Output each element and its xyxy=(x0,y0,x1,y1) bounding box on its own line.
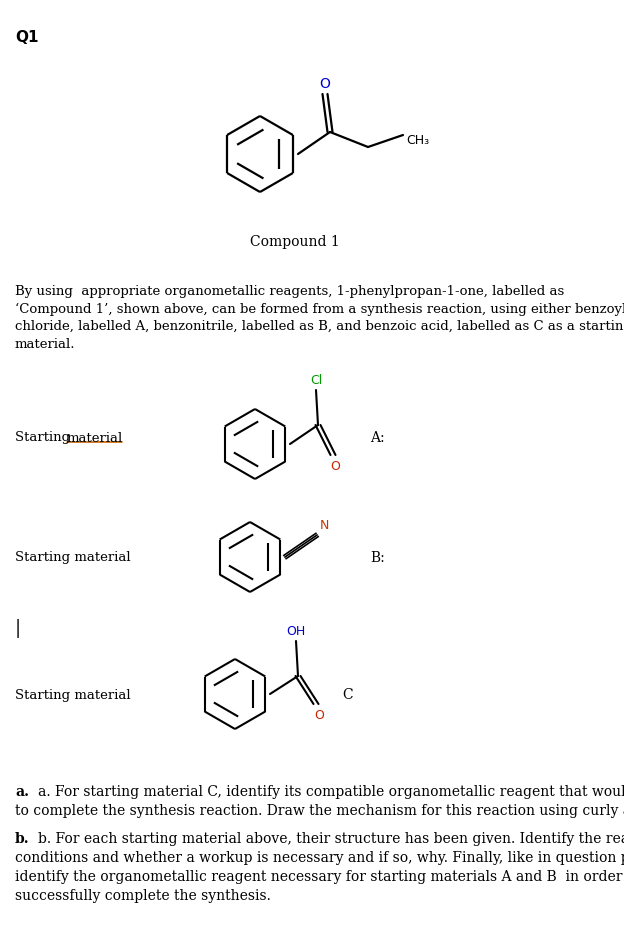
Text: Starting: Starting xyxy=(15,431,74,444)
Text: CH₃: CH₃ xyxy=(406,134,429,147)
Text: B:: B: xyxy=(370,550,385,564)
Text: Starting material: Starting material xyxy=(15,551,130,564)
Text: b.: b. xyxy=(15,831,29,845)
Text: ‘Compound 1’, shown above, can be formed from a synthesis reaction, using either: ‘Compound 1’, shown above, can be formed… xyxy=(15,303,624,316)
Text: |: | xyxy=(15,618,21,637)
Text: identify the organometallic reagent necessary for starting materials A and B  in: identify the organometallic reagent nece… xyxy=(15,869,624,883)
Text: Compound 1: Compound 1 xyxy=(250,235,340,249)
Text: By using  appropriate organometallic reagents, 1-phenylpropan-1-one, labelled as: By using appropriate organometallic reag… xyxy=(15,285,564,298)
Text: C: C xyxy=(342,688,353,702)
Text: material: material xyxy=(67,431,124,444)
Text: a.: a. xyxy=(15,784,29,798)
Text: Cl: Cl xyxy=(310,374,322,387)
Text: Starting material: Starting material xyxy=(15,688,130,701)
Text: b. For each starting material above, their structure has been given. Identify th: b. For each starting material above, the… xyxy=(38,831,624,845)
Text: to complete the synthesis reaction. Draw the mechanism for this reaction using c: to complete the synthesis reaction. Draw… xyxy=(15,803,624,818)
Text: a. For starting material C, identify its compatible organometallic reagent that : a. For starting material C, identify its… xyxy=(38,784,624,798)
Text: chloride, labelled A, benzonitrile, labelled as B, and benzoic acid, labelled as: chloride, labelled A, benzonitrile, labe… xyxy=(15,319,624,332)
Text: O: O xyxy=(319,77,331,91)
Text: N: N xyxy=(320,519,329,532)
Text: A:: A: xyxy=(370,431,384,445)
Text: conditions and whether a workup is necessary and if so, why. Finally, like in qu: conditions and whether a workup is neces… xyxy=(15,850,624,864)
Text: O: O xyxy=(314,708,324,721)
Text: material.: material. xyxy=(15,337,76,350)
Text: OH: OH xyxy=(286,625,306,638)
Text: successfully complete the synthesis.: successfully complete the synthesis. xyxy=(15,888,271,902)
Text: O: O xyxy=(330,459,340,472)
Text: Q1: Q1 xyxy=(15,30,39,45)
